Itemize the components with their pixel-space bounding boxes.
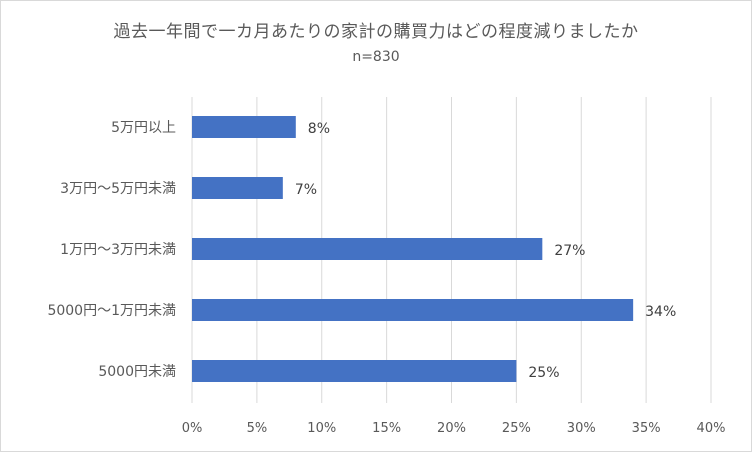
x-tick-label: 30% [567,421,596,436]
bar [192,360,517,382]
x-tick-label: 20% [437,421,466,436]
data-label: 8% [308,121,330,137]
data-label: 25% [528,365,559,381]
category-label: 5000円〜1万円未満 [47,303,176,319]
bar [192,299,634,321]
category-label: 5万円以上 [111,120,176,136]
data-label: 34% [645,304,676,320]
x-tick-label: 15% [372,421,401,436]
category-labels: 5万円以上 3万円〜5万円未満 1万円〜3万円未満 5000円〜1万円未満 5000円未… [47,120,176,380]
chart-subtitle: n=830 [352,49,400,65]
x-tick-label: 10% [307,421,336,436]
category-label: 3万円〜5万円未満 [60,181,176,197]
category-label: 5000円未満 [98,364,176,380]
category-label: 1万円〜3万円未満 [60,242,176,258]
x-tick-labels: 0% 5% 10% 15% 20% 25% 30% 35% 40% [182,421,726,436]
bar [192,238,543,260]
x-tick-label: 40% [697,421,726,436]
x-tick-label: 5% [247,421,268,436]
data-labels: 8% 7% 27% 34% 25% [295,121,676,381]
x-tick-label: 0% [182,421,203,436]
bar [192,116,296,138]
bar [192,177,283,199]
x-tick-label: 35% [632,421,661,436]
x-tick-label: 25% [502,421,531,436]
data-label: 27% [554,243,585,259]
chart-title: 過去一年間で一カ月あたりの家計の購買力はどの程度減りましたか [113,22,639,42]
bars [192,116,634,382]
data-label: 7% [295,182,317,198]
